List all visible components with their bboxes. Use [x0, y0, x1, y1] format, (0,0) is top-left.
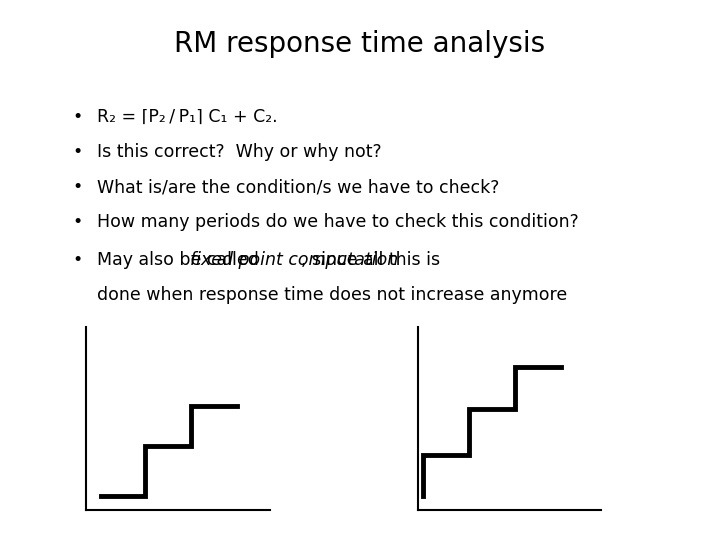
Text: •: • — [72, 108, 82, 126]
Text: How many periods do we have to check this condition?: How many periods do we have to check thi… — [97, 213, 579, 231]
Text: RM response time analysis: RM response time analysis — [174, 30, 546, 58]
Text: fixed point computation: fixed point computation — [189, 251, 397, 269]
Text: R₂ = ⌈P₂ / P₁⌉ C₁ + C₂.: R₂ = ⌈P₂ / P₁⌉ C₁ + C₂. — [97, 108, 278, 126]
Text: Is this correct?  Why or why not?: Is this correct? Why or why not? — [97, 143, 382, 161]
Text: •: • — [72, 251, 82, 269]
Text: •: • — [72, 178, 82, 196]
Text: •: • — [72, 213, 82, 231]
Text: •: • — [72, 143, 82, 161]
Text: done when response time does not increase anymore: done when response time does not increas… — [97, 286, 567, 304]
Text: , since all this is: , since all this is — [301, 251, 441, 269]
Text: What is/are the condition/s we have to check?: What is/are the condition/s we have to c… — [97, 178, 500, 196]
Text: May also be called: May also be called — [97, 251, 264, 269]
